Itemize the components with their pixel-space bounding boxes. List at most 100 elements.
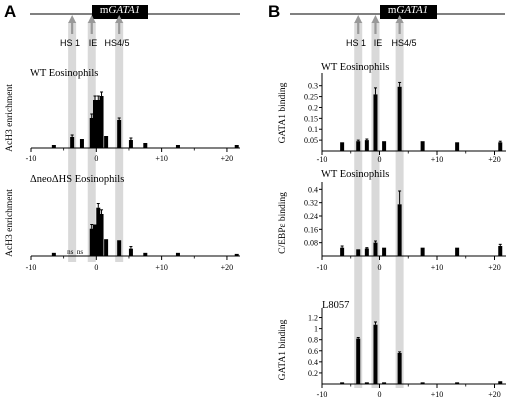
bar — [373, 242, 378, 256]
bar — [364, 382, 369, 384]
panel-b-gene-box — [380, 5, 437, 19]
bar — [340, 382, 345, 384]
bar — [234, 253, 239, 256]
y-tick-label: 0.32 — [304, 199, 318, 208]
bar — [104, 239, 109, 256]
x-tick-label: 0 — [94, 154, 98, 163]
x-tick-label: -10 — [317, 390, 328, 399]
x-tick-label: -10 — [26, 263, 37, 272]
bar — [96, 100, 101, 148]
chart-1-ylabel: AcH3 enrichment — [5, 84, 15, 152]
panel-b-header: B mGATA1 HS 1 IE HS4/5 — [268, 2, 505, 48]
annotation-label: ns — [77, 248, 84, 256]
y-tick-label: 0.25 — [304, 93, 318, 102]
site-arrow-head — [87, 15, 96, 23]
bar — [382, 382, 387, 384]
site-arrow-head — [371, 15, 380, 23]
panel-a-site-arrows — [68, 15, 124, 34]
bar — [397, 204, 402, 256]
x-tick-label: 0 — [378, 155, 382, 164]
bar — [89, 228, 94, 256]
bar — [340, 142, 345, 151]
x-tick-label: +10 — [155, 263, 168, 272]
x-tick-label: -10 — [317, 155, 328, 164]
bar — [373, 94, 378, 151]
bar — [420, 141, 425, 151]
x-tick-label: -10 — [317, 263, 328, 272]
bar — [99, 96, 104, 148]
bar — [79, 139, 84, 148]
panel-a-header: A mGATA1 HS 1 IE HS4/5 — [4, 2, 240, 48]
site-arrow-head — [395, 15, 404, 23]
y-tick-label: 0.2 — [308, 103, 318, 112]
y-tick-label: 0.4 — [308, 358, 318, 367]
site-arrow-head — [115, 15, 124, 23]
bar — [373, 324, 378, 384]
x-tick-label: -10 — [26, 154, 37, 163]
bar — [455, 382, 460, 384]
y-tick-label: 0.15 — [304, 114, 318, 123]
highlight-band — [354, 22, 363, 388]
chart-5-title: L8057 — [322, 300, 349, 311]
bar — [397, 352, 402, 384]
bar — [364, 248, 369, 256]
y-tick-label: 0.8 — [308, 336, 318, 345]
chart-1-title: WT Eosinophils — [30, 68, 98, 79]
annotation-label: ns — [67, 248, 74, 256]
bar — [104, 136, 109, 148]
bar — [498, 246, 503, 256]
bar — [498, 142, 503, 151]
x-tick-label: +10 — [431, 263, 444, 272]
x-tick-label: +20 — [488, 155, 501, 164]
bar — [128, 248, 133, 256]
x-tick-label: 0 — [94, 263, 98, 272]
panel-b-site-ie: IE — [374, 38, 383, 48]
chart-2: -10 0 +10 +20 ns ns — [26, 203, 240, 272]
chart-4-ylabel: C/EBPε binding — [278, 192, 288, 254]
y-tick-label: 0.05 — [304, 136, 318, 145]
bar — [117, 240, 122, 256]
y-tick-label: 0.08 — [304, 239, 318, 248]
bar — [382, 141, 387, 151]
bar — [89, 118, 94, 148]
x-tick-label: +10 — [431, 155, 444, 164]
chart-5-ylabel: GATA1 binding — [278, 319, 288, 380]
panel-a-gene-label: mGATA1 — [100, 4, 140, 16]
bar — [70, 137, 75, 148]
site-arrow-head — [68, 15, 77, 23]
bar — [175, 145, 180, 148]
chart-2-title: ΔneoΔHS Eosinophils — [30, 174, 124, 185]
y-tick-label: 1 — [314, 325, 318, 334]
bar — [340, 247, 345, 256]
x-tick-label: +20 — [221, 263, 234, 272]
y-tick-label: 0.1 — [308, 125, 318, 134]
x-tick-label: +10 — [431, 390, 444, 399]
chart-3-title: WT Eosinophils — [321, 62, 389, 73]
bar — [455, 142, 460, 151]
chart-3-ylabel: GATA1 binding — [278, 82, 288, 143]
bar — [96, 207, 101, 256]
panel-a-site-ie: IE — [89, 38, 98, 48]
bar — [51, 145, 56, 148]
highlight-band — [371, 22, 380, 388]
bar — [364, 140, 369, 151]
panel-b-site-hs45: HS4/5 — [391, 38, 416, 48]
panel-a-gene-box — [92, 5, 148, 19]
chart-1: -10 0 +10 +20 — [26, 91, 240, 163]
bar — [143, 143, 148, 148]
bar — [420, 382, 425, 384]
y-tick-label: 0.4 — [308, 185, 318, 194]
x-tick-label: +10 — [155, 154, 168, 163]
panel-b-site-hs1: HS 1 — [346, 38, 366, 48]
bar — [128, 140, 133, 148]
y-tick-label: 0.2 — [308, 369, 318, 378]
y-tick-label: 0.16 — [304, 225, 318, 234]
x-tick-label: +20 — [221, 154, 234, 163]
bar — [498, 381, 503, 384]
panel-b-gene-label: mGATA1 — [388, 4, 428, 16]
x-tick-label: +20 — [488, 263, 501, 272]
bar — [356, 249, 361, 256]
y-tick-label: 0.3 — [308, 82, 318, 91]
bar — [117, 120, 122, 148]
